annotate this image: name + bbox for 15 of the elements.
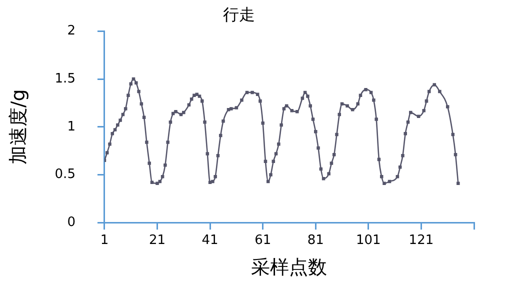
x-tick-label: 61 xyxy=(254,232,272,248)
chart-title: 行走 xyxy=(223,4,255,24)
x-tick-label: 41 xyxy=(202,232,218,248)
x-tick-label: 121 xyxy=(408,232,434,248)
y-tick-label: 0.5 xyxy=(54,167,76,182)
x-tick-label: 21 xyxy=(148,232,166,248)
y-axis-title: 加速度/g xyxy=(7,89,30,165)
x-tick-label: 81 xyxy=(307,232,324,248)
x-tick-label: 1 xyxy=(100,232,109,248)
x-axis-title: 采样点数 xyxy=(251,256,328,279)
y-tick-label: 0 xyxy=(67,214,76,230)
y-tick-label: 2 xyxy=(67,24,76,39)
y-tick-label: 1.5 xyxy=(54,71,76,86)
y-tick-label: 1 xyxy=(67,119,76,134)
x-tick-label: 101 xyxy=(356,232,381,248)
